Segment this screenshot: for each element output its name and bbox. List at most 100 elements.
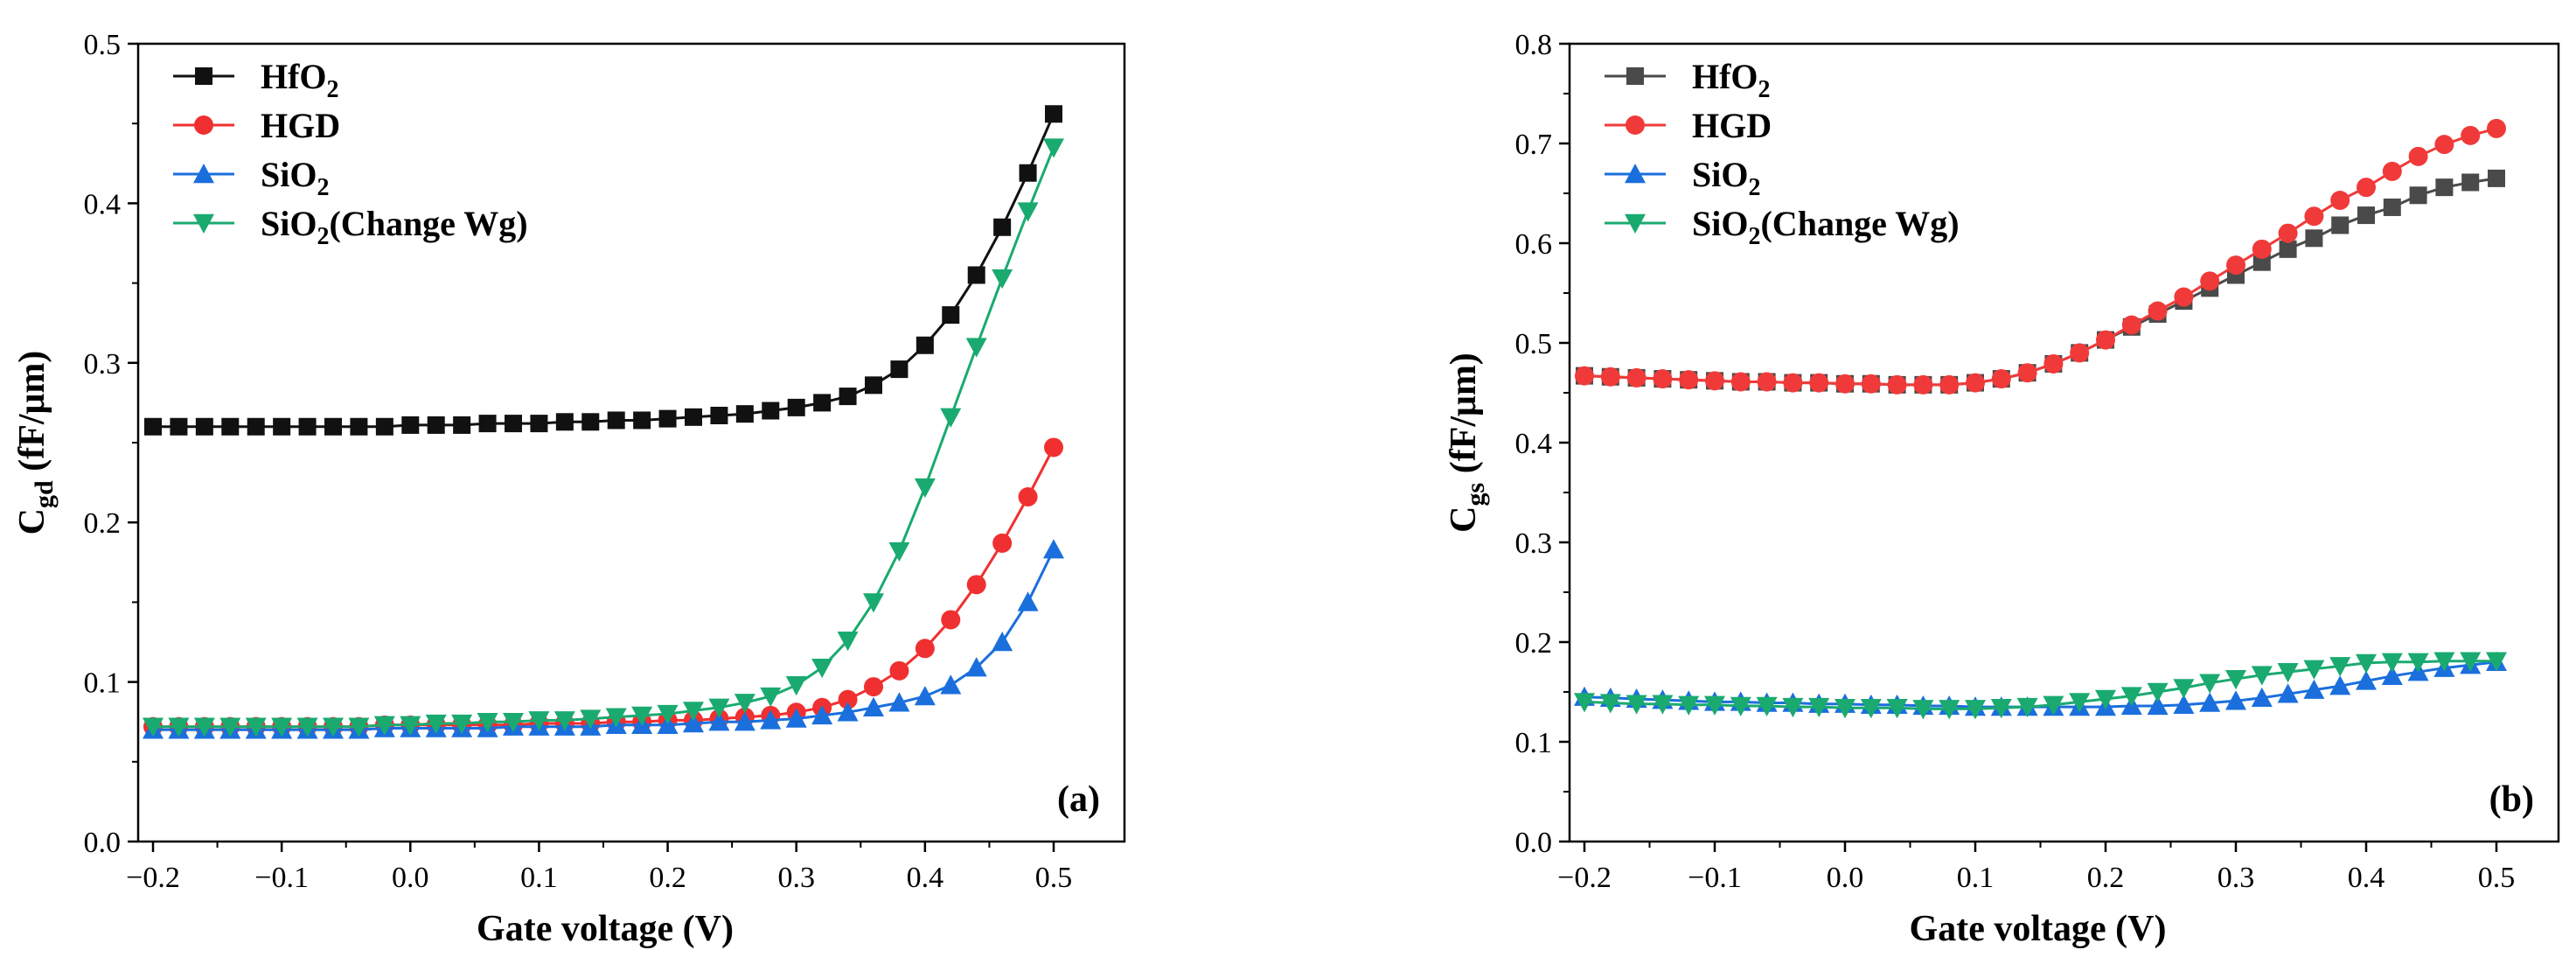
legend-label: SiO2	[1692, 155, 1760, 201]
data-point	[1782, 697, 1804, 718]
data-point	[864, 677, 883, 697]
data-point	[477, 713, 498, 733]
legend-label: HGD	[261, 106, 340, 145]
data-point	[219, 717, 241, 737]
series-SiO2(Change Wg)	[143, 138, 1064, 737]
x-tick-label: 0.5	[2478, 862, 2516, 894]
data-point	[453, 416, 471, 434]
data-point	[581, 413, 600, 431]
data-point	[1886, 699, 1908, 719]
y-axis-label: Cgd (fF/μm)	[12, 351, 59, 535]
data-point	[1990, 699, 2012, 719]
x-axis-label: Gate voltage (V)	[1910, 909, 2167, 949]
data-point	[811, 704, 833, 725]
data-point	[2096, 330, 2115, 350]
data-point	[633, 411, 651, 430]
data-point	[914, 686, 936, 706]
legend-label: SiO2	[261, 155, 329, 201]
data-point	[2357, 206, 2375, 225]
x-tick-label: 0.2	[649, 862, 686, 894]
data-point	[1705, 371, 1724, 391]
data-point	[2120, 687, 2142, 707]
data-point	[658, 409, 677, 428]
legend-marker	[1626, 67, 1644, 85]
data-point	[2173, 694, 2195, 715]
data-point	[505, 415, 522, 433]
legend-marker	[1625, 164, 1646, 184]
data-point	[1679, 370, 1699, 390]
data-point	[683, 713, 704, 733]
data-point	[915, 639, 935, 659]
data-point	[478, 415, 497, 433]
data-point	[1600, 367, 1620, 387]
data-point	[865, 376, 882, 395]
series-HfO2	[144, 105, 1062, 436]
data-point	[400, 716, 421, 736]
y-tick-label: 0.8	[1515, 29, 1553, 61]
data-point	[1966, 373, 1985, 393]
data-point	[1783, 373, 1803, 393]
data-point	[2329, 675, 2351, 695]
legend-item: SiO2(Change Wg)	[1605, 204, 1960, 250]
legend-label: SiO2(Change Wg)	[261, 204, 528, 250]
data-point	[965, 657, 987, 677]
x-tick-label: 0.0	[392, 862, 429, 894]
data-point	[245, 717, 267, 737]
legend-label-main: HGD	[1692, 106, 1772, 145]
legend-label-sub: 2	[1748, 223, 1760, 250]
data-point	[2174, 287, 2194, 307]
data-point	[271, 717, 293, 737]
data-point	[889, 660, 909, 681]
data-point	[2252, 253, 2271, 271]
data-point	[863, 593, 884, 613]
data-point	[2409, 186, 2427, 205]
data-point	[2331, 216, 2350, 234]
data-point	[2279, 240, 2297, 258]
data-point	[555, 413, 574, 431]
data-point	[553, 711, 575, 731]
data-point	[530, 415, 548, 433]
data-point	[2356, 653, 2377, 674]
data-point	[2357, 178, 2376, 198]
y-tick-label: 0.4	[1515, 428, 1553, 460]
data-point	[195, 417, 213, 436]
data-point	[683, 702, 704, 722]
data-point	[2199, 674, 2221, 694]
data-point	[2173, 679, 2195, 699]
data-point	[863, 696, 884, 716]
data-point	[451, 714, 473, 735]
data-point	[2148, 301, 2168, 321]
legend-label-sub: 2	[1758, 76, 1771, 103]
data-point	[1575, 366, 1594, 386]
data-point	[2383, 198, 2401, 216]
data-point	[2382, 161, 2402, 181]
data-point	[2095, 689, 2116, 709]
data-point	[2278, 223, 2298, 243]
data-point	[1678, 695, 1700, 716]
x-tick-label: 0.3	[777, 862, 815, 894]
data-point	[760, 709, 782, 730]
data-point	[837, 702, 859, 722]
data-point	[607, 411, 625, 430]
legend-label-sub: 2	[1748, 174, 1760, 201]
data-point	[1809, 373, 1829, 393]
data-point	[2304, 206, 2324, 227]
chart-panel-b: −0.2 −0.1 0.0 0.1 0.2 0.3 0.4 0.5 0.0 0.1 0.2 0.3 0.…	[1444, 29, 2560, 949]
data-point	[837, 631, 859, 652]
data-point	[2251, 666, 2273, 686]
legend-item: SiO2(Change Wg)	[173, 204, 528, 250]
data-point	[992, 533, 1013, 553]
data-point	[1652, 695, 1674, 715]
legend-item: HfO2	[1605, 57, 1771, 103]
data-point	[1913, 374, 1933, 395]
data-point	[785, 676, 807, 696]
data-point	[657, 704, 679, 725]
y-axis-label: Cgs (fF/μm)	[1444, 353, 1490, 533]
data-point	[2461, 173, 2480, 192]
y-axis-label-main: C	[1444, 506, 1484, 532]
data-point	[1939, 700, 1960, 720]
data-point	[1704, 695, 1725, 716]
data-point	[813, 394, 832, 412]
